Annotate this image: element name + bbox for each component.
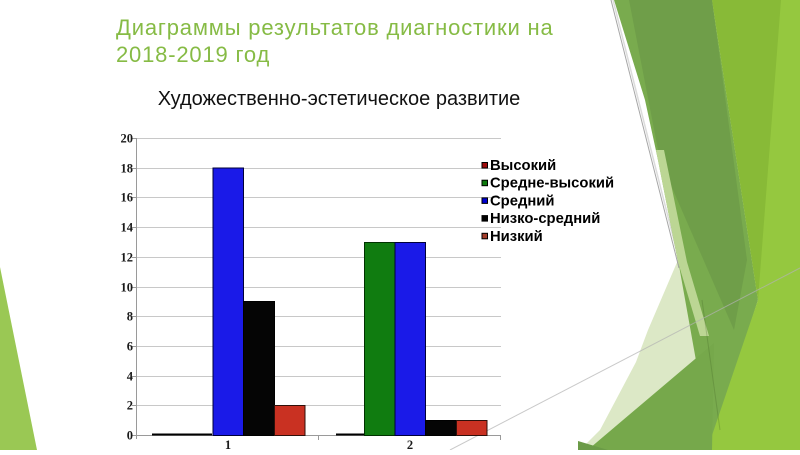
svg-text:2: 2	[127, 399, 133, 413]
svg-text:6: 6	[127, 340, 133, 354]
svg-text:Низко-средний: Низко-средний	[490, 211, 600, 227]
svg-text:0: 0	[127, 429, 133, 443]
svg-text:10: 10	[121, 281, 134, 295]
svg-text:20: 20	[121, 132, 134, 146]
svg-text:8: 8	[127, 310, 133, 324]
svg-text:4: 4	[127, 370, 134, 384]
svg-text:1: 1	[225, 438, 231, 450]
svg-text:Средний: Средний	[490, 193, 554, 209]
svg-text:14: 14	[121, 221, 134, 235]
svg-text:16: 16	[121, 191, 134, 205]
svg-text:Средне-высокий: Средне-высокий	[490, 176, 614, 192]
svg-text:12: 12	[121, 251, 134, 265]
svg-text:Низкий: Низкий	[490, 229, 543, 245]
svg-text:18: 18	[121, 162, 134, 176]
svg-text:2: 2	[407, 438, 413, 450]
svg-text:Высокий: Высокий	[490, 158, 556, 174]
